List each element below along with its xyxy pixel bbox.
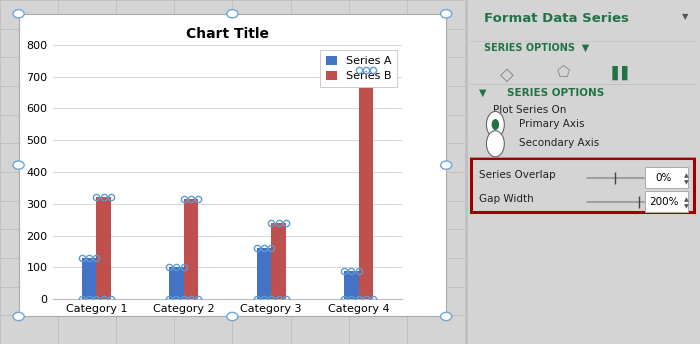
Text: ▲: ▲ (684, 197, 689, 202)
Bar (257, 248, 271, 299)
Text: ⬠: ⬠ (557, 65, 570, 80)
Title: Chart Title: Chart Title (186, 27, 269, 41)
Text: Series Overlap: Series Overlap (479, 170, 556, 180)
Text: 0%: 0% (655, 173, 672, 183)
Bar (169, 268, 183, 299)
Text: Primary Axis: Primary Axis (519, 119, 584, 129)
Circle shape (13, 161, 24, 169)
Bar (645, 191, 688, 212)
Bar (82, 258, 97, 299)
Text: 200%: 200% (649, 197, 678, 207)
Bar (344, 271, 358, 299)
Bar (465, 0, 468, 344)
Circle shape (440, 312, 452, 321)
Text: ▼: ▼ (479, 88, 486, 98)
Circle shape (440, 10, 452, 18)
Text: Gap Width: Gap Width (479, 194, 533, 204)
Circle shape (486, 111, 504, 138)
Bar (97, 197, 111, 299)
Text: Secondary Axis: Secondary Axis (519, 138, 599, 148)
Circle shape (486, 131, 504, 157)
Bar (358, 70, 373, 299)
Text: ▼: ▼ (682, 12, 688, 21)
Text: Plot Series On: Plot Series On (493, 105, 566, 115)
Text: Format Data Series: Format Data Series (484, 12, 629, 25)
Bar (645, 167, 688, 188)
Legend: Series A, Series B: Series A, Series B (321, 50, 397, 87)
Circle shape (440, 161, 452, 169)
Text: SERIES OPTIONS: SERIES OPTIONS (507, 88, 604, 98)
Circle shape (13, 312, 24, 321)
Circle shape (491, 119, 499, 130)
Circle shape (13, 10, 24, 18)
Text: ▼: ▼ (684, 205, 689, 210)
Text: ▐▐: ▐▐ (607, 65, 629, 80)
Text: ▲: ▲ (684, 173, 689, 178)
Text: ◇: ◇ (500, 65, 514, 83)
Text: SERIES OPTIONS  ▼: SERIES OPTIONS ▼ (484, 43, 589, 53)
Bar (183, 199, 198, 299)
Circle shape (227, 312, 238, 321)
Circle shape (227, 10, 238, 18)
Bar (272, 223, 286, 299)
Text: ▼: ▼ (684, 181, 689, 186)
Bar (19, 14, 446, 316)
